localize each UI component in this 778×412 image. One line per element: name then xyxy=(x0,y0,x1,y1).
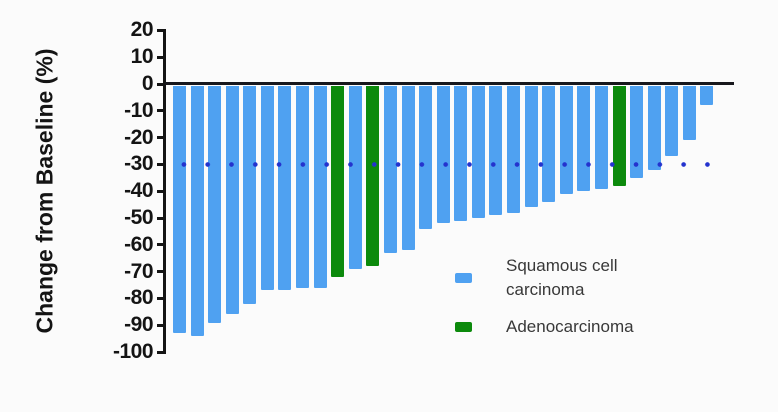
y-tick-label: -60 xyxy=(124,232,153,256)
y-tick-mark xyxy=(157,189,166,193)
bar-squamous-cell-carcinoma xyxy=(594,85,608,189)
bar-adenocarcinoma xyxy=(366,85,380,267)
bar-squamous-cell-carcinoma xyxy=(524,85,538,208)
y-tick-mark xyxy=(157,162,166,166)
bar-squamous-cell-carcinoma xyxy=(419,85,433,229)
bar-squamous-cell-carcinoma xyxy=(313,85,327,288)
bar-squamous-cell-carcinoma xyxy=(559,85,573,194)
bar-squamous-cell-carcinoma xyxy=(454,85,468,221)
y-tick-mark xyxy=(157,28,166,32)
legend-item-squamous: Squamous cell carcinoma xyxy=(455,254,634,302)
y-tick-mark xyxy=(157,55,166,59)
y-tick-mark xyxy=(157,243,166,247)
legend-label-squamous-line1: Squamous cell xyxy=(506,256,618,275)
legend-label-squamous: Squamous cell carcinoma xyxy=(506,254,618,302)
y-tick-label: -20 xyxy=(124,125,153,149)
y-tick-label: 20 xyxy=(130,18,154,42)
bar-squamous-cell-carcinoma xyxy=(173,85,186,334)
bar-squamous-cell-carcinoma xyxy=(436,85,450,224)
bar-squamous-cell-carcinoma xyxy=(383,85,397,253)
y-tick-mark xyxy=(157,323,166,327)
y-tick-label: 10 xyxy=(130,45,154,69)
bar-squamous-cell-carcinoma xyxy=(665,85,679,157)
bar-squamous-cell-carcinoma xyxy=(489,85,503,216)
y-tick-label: -100 xyxy=(112,340,154,363)
y-tick-label: -40 xyxy=(124,179,153,203)
bar-squamous-cell-carcinoma xyxy=(542,85,556,202)
bar-squamous-cell-carcinoma xyxy=(296,85,310,288)
y-tick-mark xyxy=(157,350,166,354)
bar-squamous-cell-carcinoma xyxy=(348,85,362,269)
bar-squamous-cell-carcinoma xyxy=(260,85,274,291)
y-axis-line xyxy=(163,29,166,353)
bar-adenocarcinoma xyxy=(612,85,626,186)
y-tick-mark xyxy=(157,136,166,140)
bar-squamous-cell-carcinoma xyxy=(471,85,485,218)
y-tick-mark xyxy=(157,216,166,220)
bar-squamous-cell-carcinoma xyxy=(190,85,204,336)
legend-item-adenocarcinoma: Adenocarcinoma xyxy=(455,315,634,339)
reference-line-minus-30-percent xyxy=(172,161,720,167)
bar-squamous-cell-carcinoma xyxy=(700,85,714,106)
bar-squamous-cell-carcinoma xyxy=(647,85,661,170)
y-tick-mark xyxy=(157,270,166,274)
bar-squamous-cell-carcinoma xyxy=(225,85,239,315)
y-tick-label: -80 xyxy=(124,286,153,310)
bar-squamous-cell-carcinoma xyxy=(243,85,257,304)
bar-squamous-cell-carcinoma xyxy=(577,85,591,192)
legend-label-adenocarcinoma: Adenocarcinoma xyxy=(506,317,634,336)
y-tick-label: -70 xyxy=(124,259,153,283)
y-axis-title: Change from Baseline (%) xyxy=(31,48,58,334)
bar-squamous-cell-carcinoma xyxy=(630,85,644,178)
bar-squamous-cell-carcinoma xyxy=(278,85,292,291)
legend: Squamous cell carcinoma Adenocarcinoma xyxy=(455,254,634,352)
zero-baseline-line xyxy=(165,82,734,85)
y-tick-label: -50 xyxy=(124,206,153,229)
bar-adenocarcinoma xyxy=(331,85,345,277)
y-tick-label: -30 xyxy=(124,152,153,176)
y-tick-mark xyxy=(157,296,166,300)
y-tick-mark xyxy=(157,109,166,113)
bar-squamous-cell-carcinoma xyxy=(208,85,222,323)
bar-squamous-cell-carcinoma xyxy=(401,85,415,251)
adenocarcinoma-swatch-icon xyxy=(455,322,472,332)
bar-squamous-cell-carcinoma xyxy=(682,85,696,141)
bar-squamous-cell-carcinoma xyxy=(507,85,521,213)
y-tick-mark xyxy=(157,82,166,86)
y-tick-label: 0 xyxy=(141,72,154,95)
y-tick-label: -90 xyxy=(124,313,153,337)
legend-label-squamous-line2: carcinoma xyxy=(506,280,585,299)
squamous-swatch-icon xyxy=(455,273,472,283)
y-tick-label: -10 xyxy=(124,98,153,122)
